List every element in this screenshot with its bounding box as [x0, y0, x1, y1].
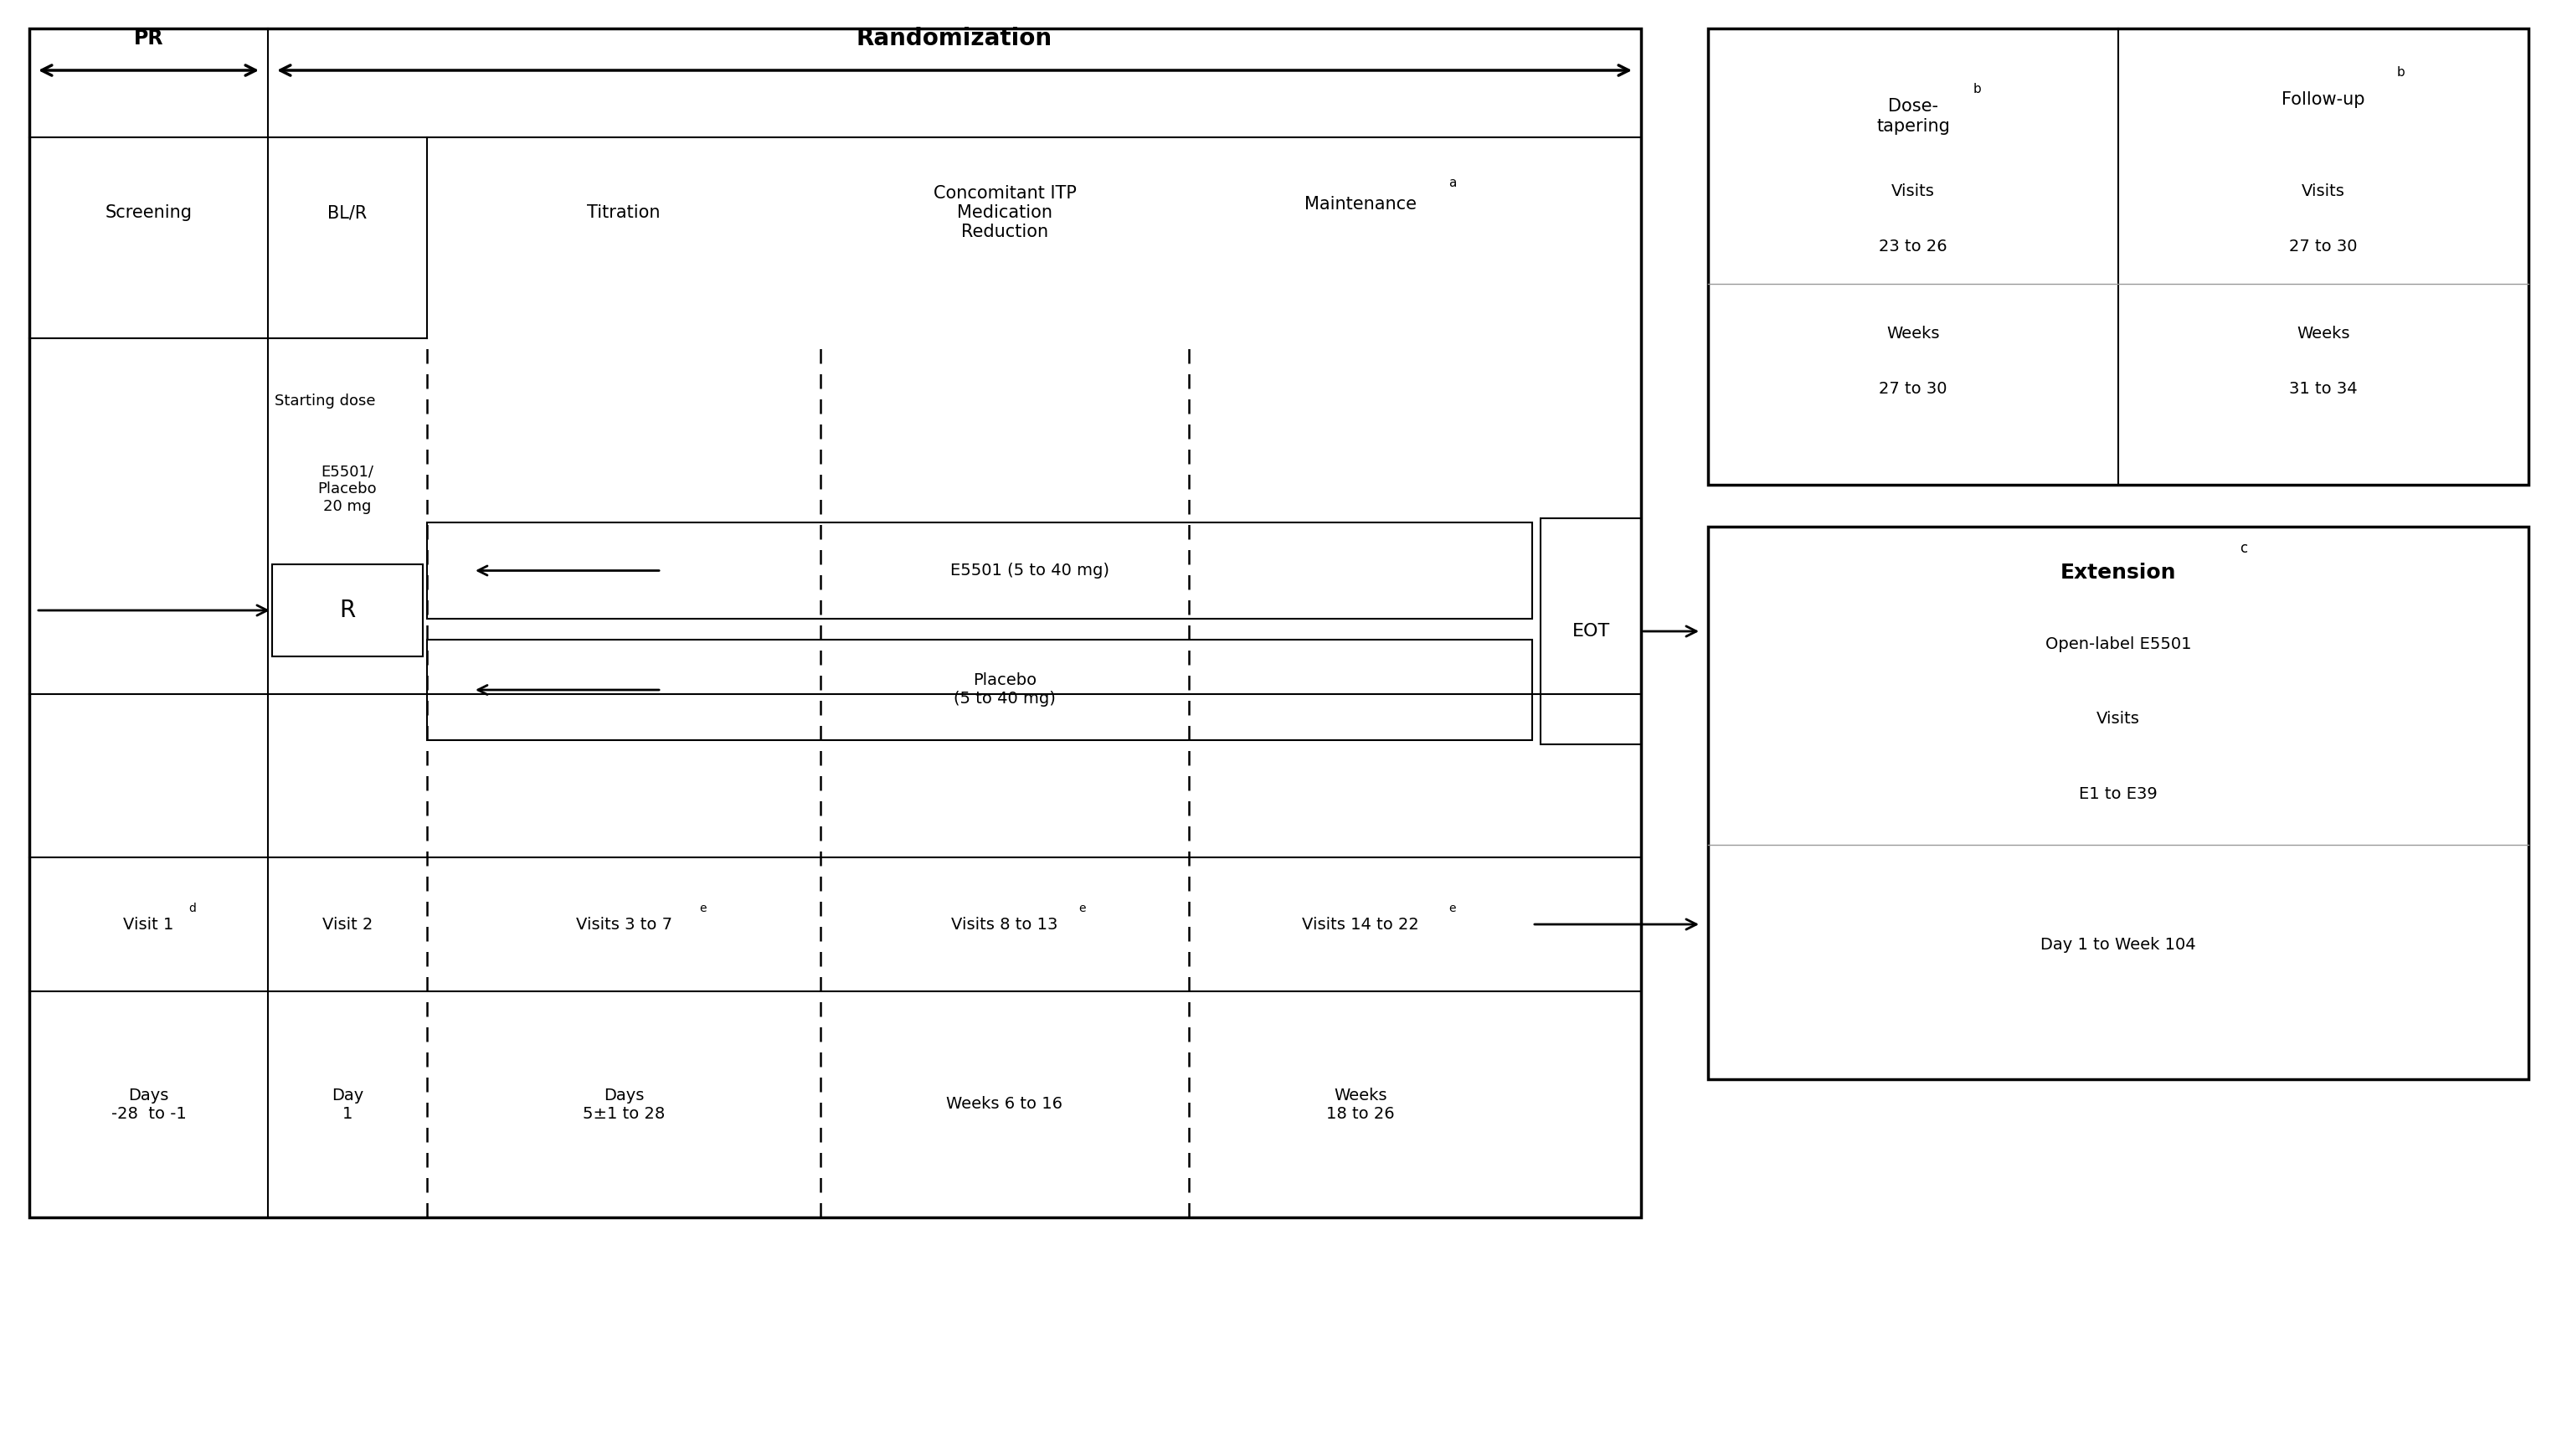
Text: Visit 1: Visit 1	[123, 916, 174, 932]
Text: a: a	[1448, 176, 1455, 189]
Text: Day 1 to Week 104: Day 1 to Week 104	[2039, 938, 2196, 954]
Text: Visits: Visits	[2096, 711, 2139, 727]
Text: e: e	[1448, 903, 1455, 914]
Text: Weeks
18 to 26: Weeks 18 to 26	[1327, 1088, 1394, 1121]
Text: Visit 2: Visit 2	[323, 916, 371, 932]
Text: 23 to 26: 23 to 26	[1878, 239, 1947, 255]
Text: Extension: Extension	[2060, 562, 2175, 582]
Text: Randomization: Randomization	[856, 26, 1053, 51]
Text: Days
-28  to -1: Days -28 to -1	[110, 1088, 187, 1121]
Text: BL/R: BL/R	[328, 204, 366, 221]
Text: c: c	[2239, 540, 2247, 556]
Text: EOT: EOT	[1573, 623, 1609, 639]
Text: e: e	[699, 903, 707, 914]
Text: Maintenance: Maintenance	[1304, 197, 1417, 213]
Text: Visits: Visits	[1891, 183, 1934, 199]
Text: b: b	[2398, 66, 2406, 79]
Text: Weeks 6 to 16: Weeks 6 to 16	[945, 1096, 1063, 1112]
Text: 31 to 34: 31 to 34	[2290, 380, 2357, 396]
Text: 27 to 30: 27 to 30	[1878, 380, 1947, 396]
Text: Days
5±1 to 28: Days 5±1 to 28	[582, 1088, 666, 1121]
Text: Weeks: Weeks	[1886, 326, 1939, 342]
Text: 27 to 30: 27 to 30	[2290, 239, 2357, 255]
Text: E1 to E39: E1 to E39	[2078, 786, 2157, 802]
Text: Screening: Screening	[105, 204, 192, 221]
Text: PR: PR	[133, 29, 164, 48]
Text: b: b	[1973, 83, 1980, 96]
Text: Day
1: Day 1	[330, 1088, 364, 1121]
Text: Titration: Titration	[587, 204, 661, 221]
Text: Dose-
tapering: Dose- tapering	[1875, 99, 1950, 134]
Text: Placebo
(5 to 40 mg): Placebo (5 to 40 mg)	[953, 673, 1056, 708]
Text: Visits: Visits	[2301, 183, 2344, 199]
Text: Visits 3 to 7: Visits 3 to 7	[576, 916, 671, 932]
Text: Starting dose: Starting dose	[274, 393, 377, 409]
Text: Visits 8 to 13: Visits 8 to 13	[951, 916, 1058, 932]
Text: E5501 (5 to 40 mg): E5501 (5 to 40 mg)	[951, 562, 1109, 578]
Text: Concomitant ITP
Medication
Reduction: Concomitant ITP Medication Reduction	[933, 185, 1076, 240]
Text: e: e	[1079, 903, 1086, 914]
Text: d: d	[190, 903, 197, 914]
Text: Open-label E5501: Open-label E5501	[2044, 636, 2191, 652]
Text: R: R	[338, 598, 356, 622]
Text: Visits 14 to 22: Visits 14 to 22	[1301, 916, 1419, 932]
Text: E5501/
Placebo
20 mg: E5501/ Placebo 20 mg	[318, 464, 377, 514]
Text: Weeks: Weeks	[2296, 326, 2349, 342]
Text: Follow-up: Follow-up	[2283, 92, 2365, 108]
